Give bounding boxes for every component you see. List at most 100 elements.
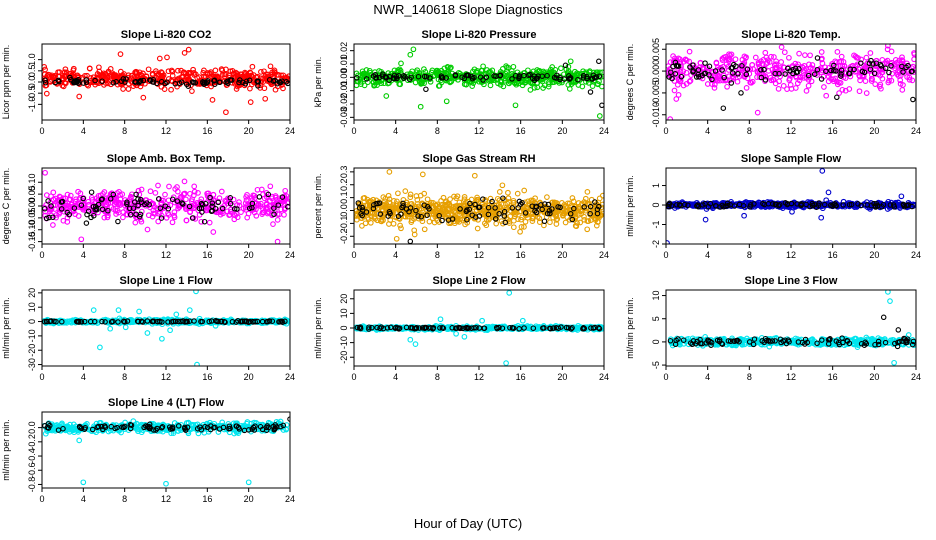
data-point [792,85,799,91]
data-point [157,205,164,211]
data-point [135,187,142,194]
data-point [589,83,596,89]
data-point [749,78,756,85]
y-axis-label: ml/min per min. [313,297,323,359]
data-point [878,63,884,69]
data-point [572,222,579,229]
data-point [582,200,588,207]
data-point [115,218,121,225]
data-point [837,79,844,86]
data-point [246,77,253,84]
data-point [398,225,404,232]
data-point [421,226,428,233]
data-point [229,319,236,325]
data-point [168,86,174,93]
data-point [428,199,434,206]
x-tick-label: 20 [869,126,879,136]
data-point [863,63,869,70]
data-point [271,211,277,218]
data-point [584,189,591,195]
data-point [83,77,90,83]
panel-3: Slope Li-820 Temp.degrees C per min.0 4 8 1… [625,29,921,136]
data-point [138,186,145,193]
data-point [690,62,696,68]
data-point [231,216,238,223]
data-point [900,69,906,75]
data-point [196,315,203,322]
data-point [521,187,528,194]
data-point [541,206,548,213]
data-point [227,209,234,215]
data-point [782,200,789,206]
data-point [400,73,407,79]
data-point [426,218,433,225]
data-point [376,74,383,81]
y-tick-label: -0.010 [651,102,661,128]
data-point [242,81,249,87]
data-point [579,83,586,90]
data-point [518,224,525,230]
data-point [407,238,414,244]
data-point [138,196,144,203]
panel-title: Slope Sample Flow [741,153,842,165]
data-point [469,212,475,218]
data-point [157,318,163,325]
data-point [259,209,266,216]
data-point [805,72,812,79]
data-point [132,318,138,325]
data-point [268,72,275,78]
data-point [516,73,523,79]
data-point [722,77,729,84]
data-point [724,83,730,90]
y-tick-label: 0.0 [27,76,37,89]
data-point [780,83,787,89]
data-point [731,61,737,68]
data-point [261,68,267,75]
data-point [505,189,511,196]
data-point [427,78,434,85]
x-tick-label: 16 [516,250,526,260]
data-point [192,71,199,78]
data-point [133,191,139,198]
data-point [64,191,71,198]
data-point [250,319,256,325]
data-point [443,98,450,105]
data-point [571,205,577,212]
data-point [413,193,420,199]
data-point [863,54,870,61]
data-point [721,74,727,81]
data-point [436,82,443,89]
data-point [249,197,256,204]
data-point [359,212,365,219]
data-point [101,214,108,221]
x-tick-label: 24 [599,250,609,260]
data-point [406,208,412,215]
data-point [875,71,882,78]
data-point [42,77,48,83]
data-point [209,97,216,103]
data-point [728,65,735,71]
data-point [683,69,690,76]
y-axis-label: ml/min per min. [1,297,11,359]
x-tick-label: 16 [828,250,838,260]
panel-title: Slope Li-820 Temp. [741,29,840,41]
data-point [575,76,581,83]
data-point [155,318,161,325]
data-point [501,208,508,215]
data-point [271,205,277,211]
data-point [86,65,93,72]
y-tick-label: 0.00 [27,197,37,215]
data-point [457,208,464,215]
data-point [354,78,361,85]
data-point [564,214,571,221]
data-point [433,67,440,74]
data-point [814,66,821,73]
data-points [42,169,290,244]
data-point [199,202,206,208]
panel-title: Slope Li-820 CO2 [121,29,211,41]
data-point [112,196,119,203]
data-point [909,77,916,84]
data-point [97,344,103,351]
